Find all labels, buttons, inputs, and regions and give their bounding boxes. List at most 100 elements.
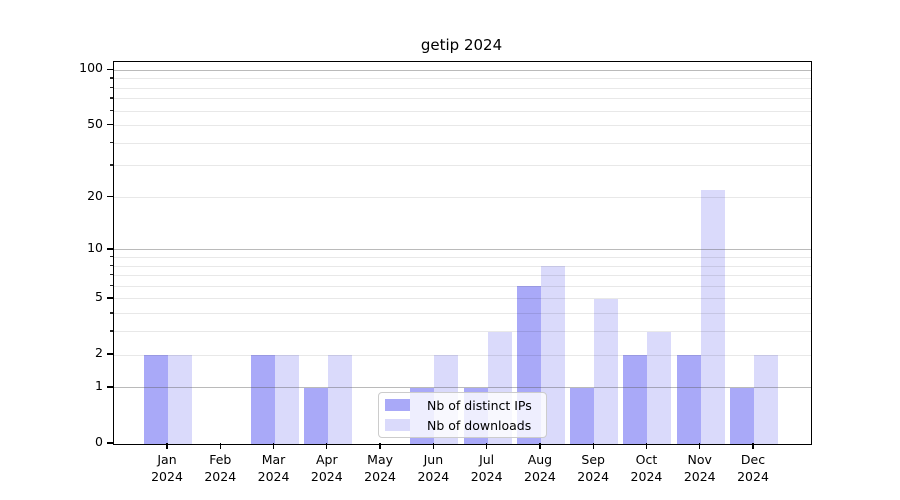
y-tick-mark [107,124,113,126]
bar-nb-of-downloads-dec [754,355,778,444]
y-tick-label: 0 [95,434,103,449]
legend-swatch-downloads [385,419,410,431]
y-minor-tick-mark [109,97,113,99]
y-tick-mark [107,386,113,388]
gridline-minor [114,197,811,199]
x-tick-mark [645,443,648,449]
bar-nb-of-distinct-ips-apr [303,387,328,444]
y-tick-mark [107,248,113,250]
bar-nb-of-downloads-nov [700,190,725,444]
x-tick-label: Oct 2024 [606,451,686,485]
y-minor-tick-mark [109,284,113,287]
x-tick-label: Aug 2024 [500,451,580,485]
x-tick-mark [326,443,328,449]
gridline-minor [114,125,811,127]
y-tick-label: 10 [87,239,103,255]
x-tick-mark [166,443,168,449]
gridline-minor [114,98,811,100]
x-tick-label-year: 2024 [630,469,663,484]
gridline-minor [114,142,811,144]
x-tick-mark [379,443,381,449]
y-minor-tick-mark [109,86,113,89]
y-minor-tick-mark [109,264,113,266]
y-tick-mark [107,195,113,198]
y-minor-tick-mark [109,312,113,314]
gridline-minor [114,87,811,89]
x-tick-label-year: 2024 [364,469,396,484]
y-minor-tick-mark [109,330,113,332]
x-tick-label-year: 2024 [577,469,610,484]
x-tick-mark [699,443,701,449]
gridline-major [114,249,811,251]
x-tick-mark [432,443,434,449]
x-tick-label: Apr 2024 [287,451,367,485]
y-tick-label: 50 [87,115,103,131]
y-minor-tick-mark [109,274,113,276]
legend: Nb of distinct IPs Nb of downloads [378,392,547,438]
y-minor-tick-mark [109,256,113,258]
gridline-minor [114,331,811,333]
bar-nb-of-downloads-apr [327,355,352,444]
x-tick-label: Jul 2024 [447,451,527,485]
legend-label-downloads: Nb of downloads [427,417,532,433]
gridline-minor [114,257,811,259]
y-tick-label: 2 [95,345,103,361]
x-tick-label-year: 2024 [470,469,503,484]
gridline-minor [114,354,811,356]
x-tick-mark [592,443,594,449]
y-minor-tick-mark [109,77,113,79]
gridline-minor [114,78,811,80]
bar-nb-of-downloads-jan [168,355,192,444]
x-tick-label-year: 2024 [417,469,450,484]
x-tick-label: Mar 2024 [234,451,314,485]
x-tick-label: May 2024 [340,451,420,485]
gridline-minor [114,110,811,112]
y-tick-mark [107,353,113,355]
x-tick-label: Jun 2024 [393,451,473,485]
x-tick-label: Jan 2024 [127,451,207,485]
legend-item-distinct-ips: Nb of distinct IPs [385,398,538,413]
x-tick-mark [539,443,541,449]
x-tick-mark [752,443,754,449]
x-tick-label: Nov 2024 [660,451,740,485]
y-tick-label: 1 [95,377,103,393]
gridline-minor [114,165,811,167]
x-tick-label: Feb 2024 [180,451,260,485]
bar-nb-of-downloads-oct [647,331,672,444]
x-tick-label-year: 2024 [204,469,237,484]
bar-nb-of-distinct-ips-mar [250,355,275,444]
gridline-minor [114,275,811,277]
bar-nb-of-distinct-ips-sep [570,387,595,444]
bar-nb-of-distinct-ips-dec [730,387,754,444]
legend-swatch-distinct-ips [385,399,410,411]
bar-nb-of-downloads-sep [594,298,619,444]
x-tick-label-year: 2024 [524,469,556,484]
x-tick-label-year: 2024 [310,469,343,484]
legend-item-downloads: Nb of downloads [385,418,538,433]
bar-nb-of-downloads-mar [274,355,299,444]
gridline-major [114,387,811,389]
y-minor-tick-mark [109,109,113,111]
y-tick-mark [107,442,113,444]
x-tick-mark [219,443,221,449]
x-tick-label-year: 2024 [737,469,769,484]
y-tick-label: 20 [87,187,103,203]
x-tick-label: Dec 2024 [713,451,793,485]
gridline-minor [114,313,811,315]
y-tick-mark [107,297,113,299]
chart-title: getip 2024 [420,36,503,54]
gridline-major [114,69,811,71]
gridline-minor [114,298,811,300]
x-tick-label-year: 2024 [683,469,716,484]
y-tick-label: 5 [95,288,103,304]
y-minor-tick-mark [109,141,113,144]
legend-label-distinct-ips: Nb of distinct IPs [427,397,532,413]
gridline-minor [114,285,811,287]
gridline-minor [114,265,811,267]
bar-nb-of-distinct-ips-jan [144,355,168,444]
x-tick-label: Sep 2024 [553,451,633,485]
x-tick-mark [272,443,275,449]
y-tick-label: 100 [79,60,103,76]
y-minor-tick-mark [109,164,113,166]
